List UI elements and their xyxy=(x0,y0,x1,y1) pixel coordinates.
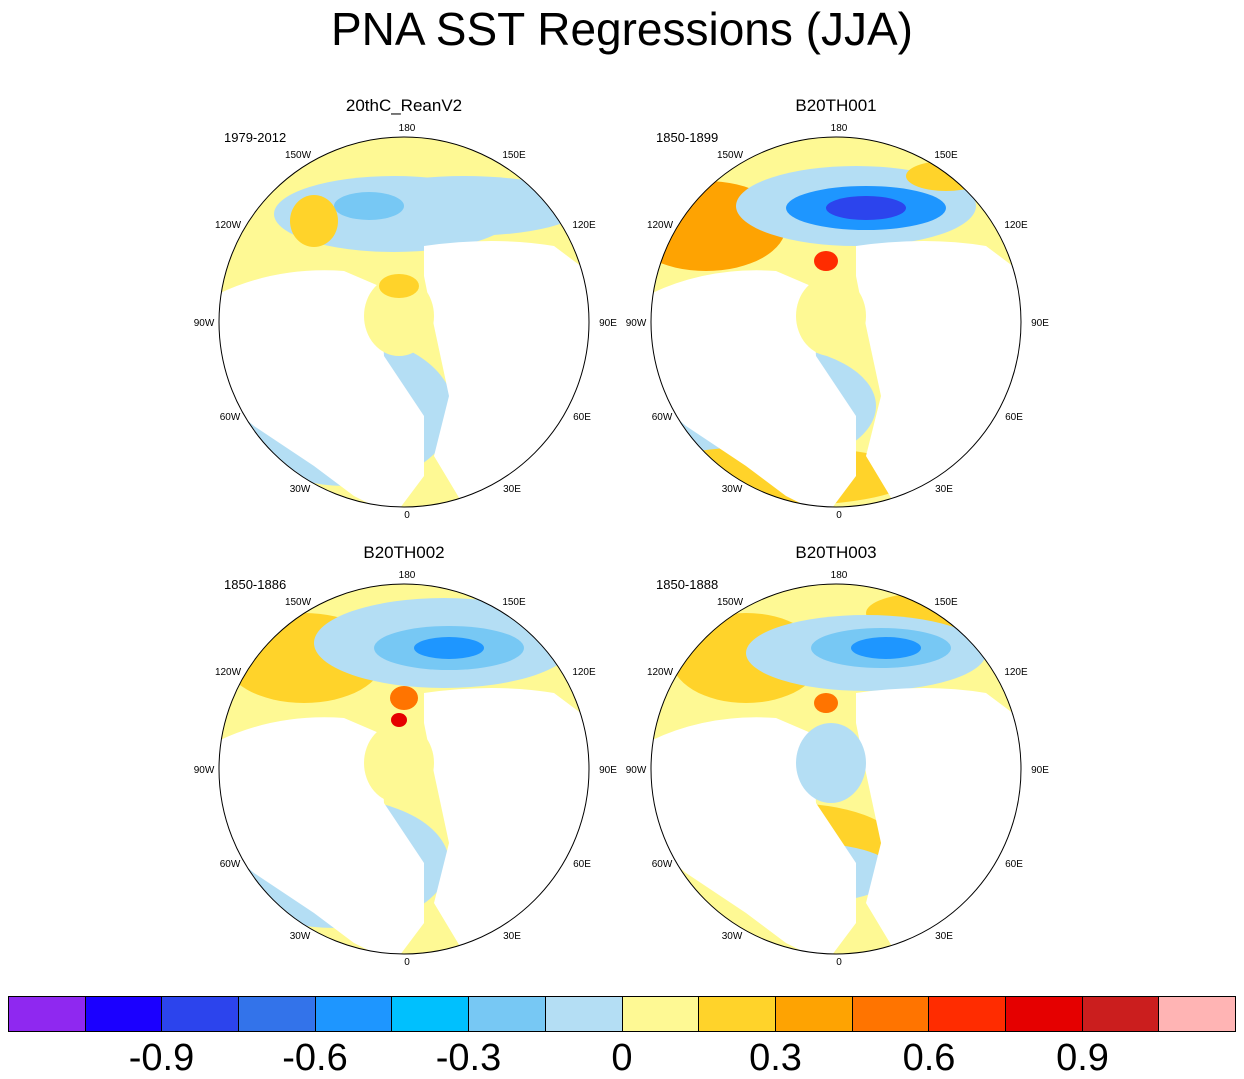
colorbar-swatch xyxy=(1159,997,1235,1031)
figure-title: PNA SST Regressions (JJA) xyxy=(330,3,913,55)
lon-label: 0 xyxy=(836,510,842,521)
lon-label: 90E xyxy=(599,765,617,776)
lon-label: 30E xyxy=(935,484,953,495)
colorbar-swatch xyxy=(162,997,240,1031)
lon-label: 90W xyxy=(626,318,647,329)
lon-label: 60E xyxy=(1005,859,1023,870)
lon-label: 150E xyxy=(502,597,526,608)
longitude-labels: 180 150E 120E 90E 60E 30E 0 30W 60W 90W … xyxy=(626,570,1050,968)
lon-label: 150E xyxy=(934,150,958,161)
colorbar-swatch xyxy=(315,997,393,1031)
lon-label: 120W xyxy=(647,220,674,231)
lon-label: 150E xyxy=(934,597,958,608)
colorbar-swatch xyxy=(545,997,623,1031)
lon-label: 30W xyxy=(290,484,311,495)
lon-label: 60W xyxy=(652,859,673,870)
lon-label: 30W xyxy=(290,931,311,942)
colorbar-tick-labels: -0.9 -0.6 -0.3 0 0.3 0.6 0.9 xyxy=(0,1038,1244,1078)
lon-label: 60W xyxy=(220,859,241,870)
polar-map: 180 150E 120E 90E 60E 30E 0 30W 60W 90W … xyxy=(194,570,618,968)
lon-label: 60E xyxy=(573,859,591,870)
colorbar-swatch xyxy=(699,997,776,1031)
map-panel: B20TH002 1850-1886 180 150E 120E 90E 60E… xyxy=(194,543,618,983)
lon-label: 150W xyxy=(717,597,744,608)
colorbar-swatch xyxy=(1005,997,1083,1031)
map-panel: B20TH001 1850-1899 180 150E 120E 90E 60E… xyxy=(626,96,1050,536)
lon-label: 60W xyxy=(220,412,241,423)
lon-label: 60E xyxy=(573,412,591,423)
longitude-labels: 180 150E 120E 90E 60E 30E 0 30W 60W 90W … xyxy=(194,123,618,521)
lon-label: 30W xyxy=(722,931,743,942)
lon-label: 60E xyxy=(1005,412,1023,423)
colorbar-swatch xyxy=(392,997,470,1031)
longitude-labels: 180 150E 120E 90E 60E 30E 0 30W 60W 90W … xyxy=(626,123,1050,521)
lon-label: 90E xyxy=(1031,765,1049,776)
colorbar-swatch xyxy=(85,997,163,1031)
lon-label: 150W xyxy=(717,150,744,161)
lon-label: 120E xyxy=(1004,220,1028,231)
panel-period: 1850-1886 xyxy=(224,577,287,592)
panel-period: 1979-2012 xyxy=(224,130,287,145)
lon-label: 90W xyxy=(194,765,215,776)
lon-label: 90W xyxy=(194,318,215,329)
panel-period: 1850-1899 xyxy=(656,130,719,145)
lon-label: 30E xyxy=(935,931,953,942)
lon-label: 120E xyxy=(572,667,596,678)
lon-label: 30W xyxy=(722,484,743,495)
colorbar-tick-label: 0.3 xyxy=(749,1037,802,1079)
panel-title: 20thC_ReanV2 xyxy=(345,96,463,115)
colorbar-tick-label: -0.6 xyxy=(282,1037,348,1079)
polar-map: 180 150E 120E 90E 60E 30E 0 30W 60W 90W … xyxy=(626,570,1050,968)
colorbar-swatch xyxy=(1082,997,1160,1031)
polar-map: 180 150E 120E 90E 60E 30E 0 30W 60W 90W … xyxy=(626,123,1050,521)
colorbar-swatch xyxy=(622,997,700,1031)
colorbar-tick-label: 0.9 xyxy=(1056,1037,1109,1079)
lon-label: 0 xyxy=(836,957,842,968)
panel-period: 1850-1888 xyxy=(656,577,719,592)
lon-label: 0 xyxy=(404,957,410,968)
lon-label: 120W xyxy=(215,220,242,231)
map-panel: B20TH003 1850-1888 180 150E 120E 90E 60E… xyxy=(626,543,1050,983)
lon-label: 180 xyxy=(831,123,848,134)
lon-label: 120W xyxy=(647,667,674,678)
longitude-labels: 180 150E 120E 90E 60E 30E 0 30W 60W 90W … xyxy=(194,570,618,968)
lon-label: 30E xyxy=(503,931,521,942)
lon-label: 150W xyxy=(285,597,312,608)
polar-map: 180 150E 120E 90E 60E 30E 0 30W 60W 90W … xyxy=(194,123,618,521)
panel-title: B20TH003 xyxy=(795,543,877,562)
colorbar-swatch xyxy=(469,997,546,1031)
colorbar-tick-label: -0.9 xyxy=(128,1037,195,1079)
lon-label: 60W xyxy=(652,412,673,423)
lon-label: 120E xyxy=(572,220,596,231)
colorbar-swatch xyxy=(239,997,316,1031)
colorbar-tick-label: 0.6 xyxy=(902,1037,956,1079)
lon-label: 150W xyxy=(285,150,312,161)
lon-label: 90W xyxy=(626,765,647,776)
colorbar-tick-label: -0.3 xyxy=(435,1037,502,1079)
lon-label: 180 xyxy=(399,570,416,581)
map-panel: 20thC_ReanV2 1979-2012 180 150E 120E 90E… xyxy=(194,96,618,536)
lon-label: 180 xyxy=(831,570,848,581)
panel-title: B20TH001 xyxy=(795,96,877,115)
lon-label: 120E xyxy=(1004,667,1028,678)
lon-label: 120W xyxy=(215,667,242,678)
lon-label: 30E xyxy=(503,484,521,495)
colorbar-swatch xyxy=(775,997,853,1031)
lon-label: 90E xyxy=(599,318,617,329)
lon-label: 150E xyxy=(502,150,526,161)
colorbar-swatch xyxy=(9,997,86,1031)
colorbar-swatch xyxy=(852,997,930,1031)
colorbar-tick-label: 0 xyxy=(611,1037,633,1079)
lon-label: 180 xyxy=(399,123,416,134)
colorbar xyxy=(8,996,1236,1032)
lon-label: 0 xyxy=(404,510,410,521)
lon-label: 90E xyxy=(1031,318,1049,329)
colorbar-swatch xyxy=(929,997,1006,1031)
panel-title: B20TH002 xyxy=(363,543,445,562)
